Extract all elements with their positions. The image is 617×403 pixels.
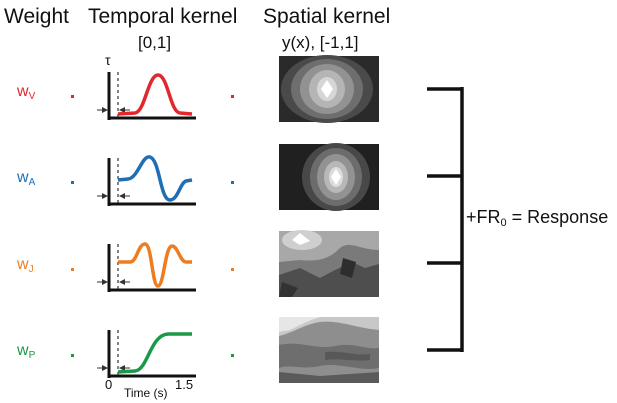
mult-dot-p-2 [231, 354, 234, 357]
temporal-j-curve [118, 242, 192, 288]
mult-dot-j-1 [71, 268, 74, 271]
spatial-kernel-a [279, 143, 379, 211]
temporal-v-curve [117, 73, 193, 116]
mult-dot-v-1 [71, 95, 74, 98]
time-axis-label: Time (s) [124, 386, 168, 400]
temporal-kernel-header: Temporal kernel [88, 5, 238, 28]
temporal-range-label: [0,1] [138, 33, 172, 52]
tau-label: τ [105, 52, 111, 68]
temporal-a-curve [117, 155, 193, 202]
weight-label-j: wJ [17, 256, 34, 275]
temporal-kernel-v [97, 72, 196, 120]
time-axis-start: 0 [105, 377, 113, 392]
time-axis-end: 1.5 [175, 377, 194, 392]
spatial-kernel-v [279, 55, 379, 123]
weight-label-p: wP [17, 342, 36, 361]
mult-dot-v-2 [231, 95, 234, 98]
weight-header: Weight [4, 5, 69, 28]
weight-label-a: wA [17, 169, 36, 188]
mult-dot-j-2 [231, 268, 234, 271]
temporal-kernel-j [97, 242, 196, 292]
weight-label-v: wV [17, 83, 36, 102]
summation-bracket [427, 87, 464, 352]
temporal-p-curve [117, 332, 192, 374]
temporal-kernel-p [97, 330, 196, 378]
temporal-kernel-a [97, 155, 196, 206]
spatial-kernel-p [279, 317, 379, 383]
response-equation: +FR0 = Response [466, 207, 609, 229]
spatial-kernel-header: Spatial kernel [263, 5, 391, 28]
mult-dot-a-2 [231, 181, 234, 184]
mult-dot-p-1 [71, 354, 74, 357]
spatial-range-label: y(x), [-1,1] [282, 33, 359, 52]
spatial-kernel-j [279, 230, 379, 297]
mult-dot-a-1 [71, 181, 74, 184]
